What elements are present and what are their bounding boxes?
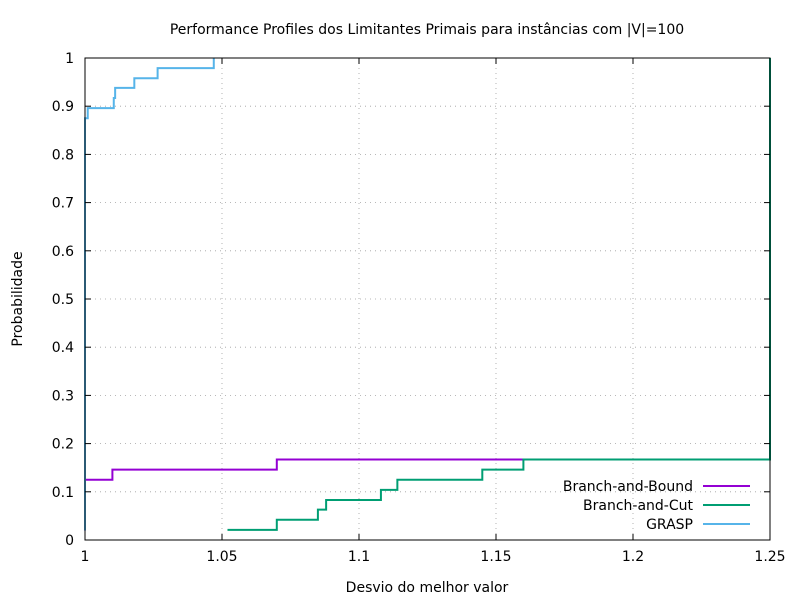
legend-label-branch-and-bound: Branch-and-Bound (563, 479, 693, 495)
x-tick-label: 1.2 (622, 549, 644, 565)
series-line-grasp (84, 58, 215, 531)
y-tick-label: 0 (65, 533, 74, 549)
y-tick-label: 0.9 (52, 99, 74, 115)
y-axis-label: Probabilidade (10, 251, 26, 346)
x-tick-label: 1.1 (348, 549, 370, 565)
y-tick-label: 0.4 (52, 340, 74, 356)
x-tick-label: 1.25 (754, 549, 785, 565)
x-tick-label: 1.05 (206, 549, 237, 565)
x-tick-label: 1 (81, 549, 90, 565)
y-tick-label: 0.7 (52, 196, 74, 212)
chart-title: Performance Profiles dos Limitantes Prim… (170, 22, 684, 38)
series-lines (84, 58, 771, 531)
x-tick-label: 1.15 (480, 549, 511, 565)
plot-frame (84, 57, 771, 541)
y-tick-label: 0.1 (52, 485, 74, 501)
legend: Branch-and-Bound Branch-and-Cut GRASP (563, 479, 750, 533)
y-tick-label: 1 (65, 51, 74, 67)
axis-ticks: 1 1.05 1.1 1.15 1.2 1.25 0 0.1 0.2 0.3 0.4 0.5 0.6 0.… (52, 51, 786, 565)
y-tick-label: 0.3 (52, 388, 74, 404)
legend-label-grasp: GRASP (646, 517, 693, 533)
grid (85, 58, 770, 540)
y-tick-label: 0.6 (52, 244, 74, 260)
y-tick-label: 0.8 (52, 147, 74, 163)
y-tick-label: 0.5 (52, 292, 74, 308)
y-tick-label: 0.2 (52, 437, 74, 453)
series-line-branch-and-cut (227, 58, 771, 531)
x-axis-label: Desvio do melhor valor (346, 580, 509, 596)
legend-label-branch-and-cut: Branch-and-Cut (583, 498, 693, 514)
